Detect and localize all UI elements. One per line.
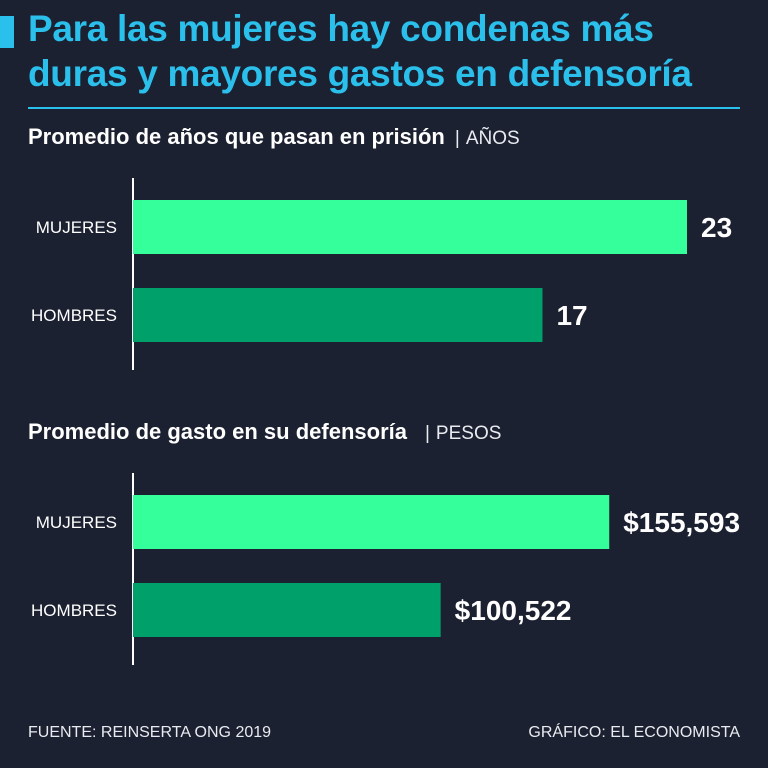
footer-credit: GRÁFICO: EL ECONOMISTA (528, 724, 740, 741)
value-label-mujeres: 23 (701, 212, 732, 243)
title-divider (28, 107, 740, 109)
chart-2-title: Promedio de gasto en su defensoría (28, 419, 407, 444)
chart-2-unit: PESOS (435, 423, 502, 444)
bar-mujeres (133, 495, 610, 549)
chart-1-years-in-prison: MUJERES 23 HOMBRES 17 (31, 178, 732, 370)
category-label-hombres: HOMBRES (31, 306, 117, 325)
chart-2-heading: Promedio de gasto en su defensoría | PESOS (28, 419, 501, 445)
value-label-mujeres: $155,593 (623, 507, 740, 538)
chart-2-defense-cost: MUJERES $155,593 HOMBRES $100,522 (31, 473, 740, 665)
bar-mujeres (133, 200, 687, 254)
footer-source: FUENTE: REINSERTA ONG 2019 (28, 724, 272, 741)
value-label-hombres: 17 (556, 300, 587, 331)
chart-1-separator: | (454, 128, 460, 149)
chart-1-unit: AÑOS (465, 128, 520, 149)
title-accent-bar (0, 16, 14, 48)
category-label-mujeres: MUJERES (36, 513, 117, 532)
value-label-hombres: $100,522 (455, 595, 572, 626)
bar-hombres (133, 288, 543, 342)
bar-hombres (133, 583, 441, 637)
category-label-hombres: HOMBRES (31, 601, 117, 620)
chart-2-separator: | (424, 423, 430, 444)
chart-1-title: Promedio de años que pasan en prisión (28, 124, 445, 149)
category-label-mujeres: MUJERES (36, 218, 117, 237)
chart-1-heading: Promedio de años que pasan en prisión | AÑ… (28, 124, 520, 150)
page-title: Para las mujeres hay condenas más duras … (28, 8, 692, 94)
